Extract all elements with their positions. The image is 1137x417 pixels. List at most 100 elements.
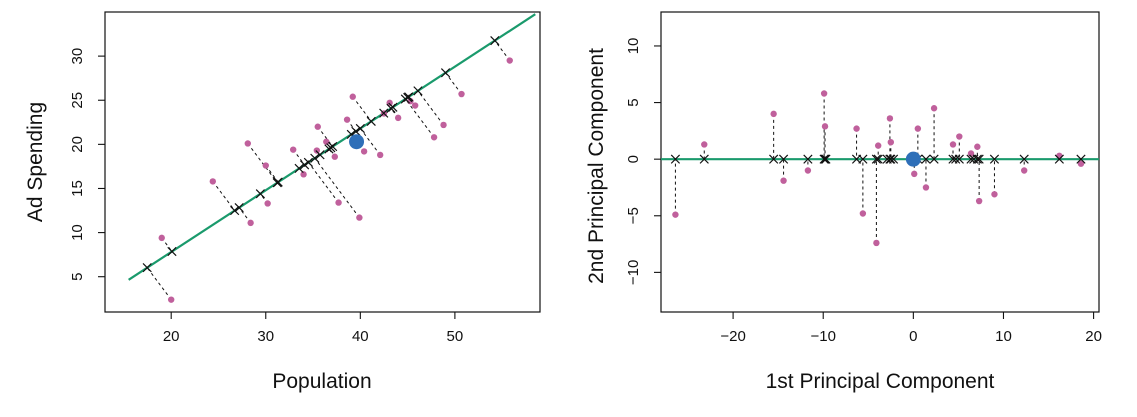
left-data-point — [264, 200, 270, 206]
left-y-tick-label: 15 — [69, 180, 86, 197]
left-data-point — [168, 296, 174, 302]
left-projection-cross — [414, 87, 422, 95]
right-y-tick-label: −10 — [625, 260, 642, 285]
right-x-tick-label: −10 — [810, 328, 835, 345]
left-data-point — [440, 122, 446, 128]
right-data-point — [853, 125, 859, 131]
right-x-axis: −20 −10 0 10 20 — [720, 312, 1102, 345]
right-x-tick-label: 20 — [1085, 328, 1102, 345]
left-projection-line — [147, 268, 171, 300]
right-data-point — [873, 240, 879, 246]
left-x-tick-label: 40 — [352, 328, 369, 345]
left-y-tick-label: 10 — [69, 224, 86, 241]
right-data-point — [911, 171, 917, 177]
left-projection-line — [353, 97, 371, 122]
right-data-point — [888, 139, 894, 145]
left-data-point — [290, 146, 296, 152]
right-data-point — [956, 133, 962, 139]
right-y-axis: −10 −5 0 5 10 — [625, 38, 661, 285]
left-data-point — [314, 147, 320, 153]
right-y-tick-label: 10 — [625, 38, 642, 55]
right-data-point — [976, 198, 982, 204]
right-x-tick-label: −20 — [720, 328, 745, 345]
right-mean-marker — [906, 152, 921, 167]
right-y-tick-label: −5 — [625, 207, 642, 224]
left-data-point — [377, 152, 383, 158]
left-y-tick-label: 20 — [69, 136, 86, 153]
left-data-point — [507, 57, 513, 63]
right-data-point — [923, 184, 929, 190]
left-projection-line — [405, 99, 434, 137]
right-projection-lines — [675, 94, 1081, 243]
right-data-point — [822, 123, 828, 129]
left-y-axis: 5 10 15 20 25 30 — [69, 48, 105, 281]
right-data-point — [780, 177, 786, 183]
right-data-point — [1021, 167, 1027, 173]
left-projection-line — [315, 158, 360, 217]
right-y-tick-label: 5 — [625, 98, 642, 106]
left-data-point — [335, 199, 341, 205]
left-mean-point — [349, 134, 364, 149]
left-mean-marker — [349, 134, 364, 149]
left-projection-cross — [168, 247, 176, 255]
right-x-tick-label: 10 — [995, 328, 1012, 345]
left-data-point — [412, 102, 418, 108]
right-x-axis-title: 1st Principal Component — [766, 370, 995, 393]
left-projection-line — [418, 91, 444, 125]
left-x-axis: 20 30 40 50 — [163, 312, 463, 345]
right-data-point — [1056, 153, 1062, 159]
left-projection-lines — [147, 41, 510, 300]
right-data-point — [887, 115, 893, 121]
right-y-tick-label: 0 — [625, 155, 642, 163]
left-data-point — [431, 134, 437, 140]
left-y-tick-label: 25 — [69, 92, 86, 109]
right-data-point — [991, 191, 997, 197]
left-data-point — [350, 94, 356, 100]
left-projection-cross — [143, 263, 151, 271]
right-data-point — [974, 144, 980, 150]
left-x-tick-label: 30 — [257, 328, 274, 345]
left-projection-line — [248, 143, 277, 182]
left-data-point — [210, 178, 216, 184]
left-data-point — [344, 116, 350, 122]
left-x-tick-label: 50 — [447, 328, 464, 345]
right-data-point — [860, 210, 866, 216]
left-data-point — [458, 91, 464, 97]
right-data-point — [770, 111, 776, 117]
left-y-tick-label: 30 — [69, 48, 86, 65]
right-data-point — [915, 125, 921, 131]
left-data-points — [159, 57, 513, 303]
right-data-points — [672, 90, 1084, 246]
left-data-point — [263, 162, 269, 168]
left-projection-cross — [491, 36, 499, 44]
left-projection-cross — [367, 117, 375, 125]
left-plot-frame — [105, 12, 540, 312]
left-projection-line — [308, 162, 338, 202]
right-x-tick-label: 0 — [909, 328, 917, 345]
left-projection-cross — [316, 151, 324, 159]
left-projection-cross — [295, 164, 303, 172]
right-mean-point — [906, 152, 921, 167]
right-data-point — [672, 211, 678, 217]
right-panel: −20 −10 0 10 20 −10 −5 0 5 10 1st Principal Comp… — [585, 12, 1102, 393]
left-projection-cross — [441, 69, 449, 77]
right-data-point — [805, 167, 811, 173]
left-data-point — [361, 148, 367, 154]
left-data-point — [247, 220, 253, 226]
left-data-point — [245, 140, 251, 146]
left-x-tick-label: 20 — [163, 328, 180, 345]
left-x-axis-title: Population — [272, 370, 371, 393]
left-projection-cross — [256, 190, 264, 198]
right-data-point — [701, 141, 707, 147]
left-projection-cross — [230, 206, 238, 214]
left-projection-cross — [235, 203, 243, 211]
right-data-point — [950, 141, 956, 147]
left-data-point — [315, 124, 321, 130]
left-data-point — [395, 115, 401, 121]
left-projection-cross — [274, 178, 282, 186]
left-y-tick-label: 5 — [69, 273, 86, 281]
left-projection-cross — [356, 124, 364, 132]
